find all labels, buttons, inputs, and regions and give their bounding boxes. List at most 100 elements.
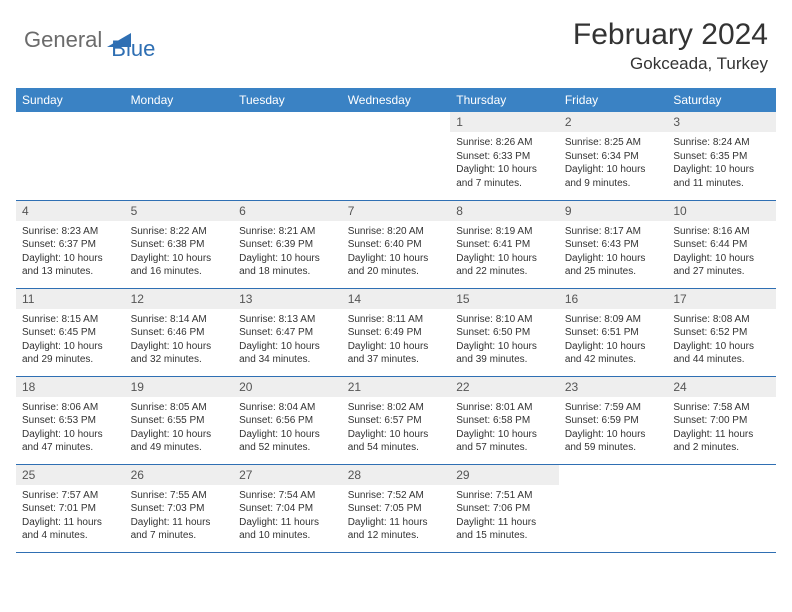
day-ss: Sunset: 7:01 PM: [22, 502, 119, 516]
day-header: Wednesday: [342, 88, 451, 112]
day-cell: [233, 112, 342, 200]
day-ss: Sunset: 6:52 PM: [673, 326, 770, 340]
day-number: 1: [450, 112, 559, 132]
day-ss: Sunset: 7:05 PM: [348, 502, 445, 516]
day-header: Tuesday: [233, 88, 342, 112]
day-header: Friday: [559, 88, 668, 112]
day-sr: Sunrise: 7:51 AM: [456, 489, 553, 503]
day-body: Sunrise: 8:08 AMSunset: 6:52 PMDaylight:…: [667, 309, 776, 373]
day-dl: Daylight: 10 hours and 34 minutes.: [239, 340, 336, 367]
day-number: 26: [125, 465, 234, 485]
day-dl: Daylight: 10 hours and 37 minutes.: [348, 340, 445, 367]
day-ss: Sunset: 6:44 PM: [673, 238, 770, 252]
day-number: 2: [559, 112, 668, 132]
day-body: Sunrise: 8:19 AMSunset: 6:41 PMDaylight:…: [450, 221, 559, 285]
day-dl: Daylight: 11 hours and 15 minutes.: [456, 516, 553, 543]
day-body: Sunrise: 8:01 AMSunset: 6:58 PMDaylight:…: [450, 397, 559, 461]
day-body: Sunrise: 8:26 AMSunset: 6:33 PMDaylight:…: [450, 132, 559, 196]
day-sr: Sunrise: 8:21 AM: [239, 225, 336, 239]
day-sr: Sunrise: 8:09 AM: [565, 313, 662, 327]
day-sr: Sunrise: 8:20 AM: [348, 225, 445, 239]
day-dl: Daylight: 10 hours and 59 minutes.: [565, 428, 662, 455]
day-number: 27: [233, 465, 342, 485]
day-body: Sunrise: 7:55 AMSunset: 7:03 PMDaylight:…: [125, 485, 234, 549]
day-number: 6: [233, 201, 342, 221]
day-body: Sunrise: 8:09 AMSunset: 6:51 PMDaylight:…: [559, 309, 668, 373]
day-sr: Sunrise: 8:16 AM: [673, 225, 770, 239]
day-cell: 14 Sunrise: 8:11 AMSunset: 6:49 PMDayligh…: [342, 288, 451, 376]
day-ss: Sunset: 6:46 PM: [131, 326, 228, 340]
day-number: 3: [667, 112, 776, 132]
day-dl: Daylight: 10 hours and 22 minutes.: [456, 252, 553, 279]
day-sr: Sunrise: 8:04 AM: [239, 401, 336, 415]
day-cell: [125, 112, 234, 200]
day-number: 22: [450, 377, 559, 397]
day-ss: Sunset: 6:33 PM: [456, 150, 553, 164]
day-sr: Sunrise: 8:15 AM: [22, 313, 119, 327]
day-cell: 3Sunrise: 8:24 AMSunset: 6:35 PMDaylight…: [667, 112, 776, 200]
day-cell: 4Sunrise: 8:23 AMSunset: 6:37 PMDaylight…: [16, 200, 125, 288]
day-sr: Sunrise: 8:26 AM: [456, 136, 553, 150]
day-cell: 28Sunrise: 7:52 AMSunset: 7:05 PMDayligh…: [342, 464, 451, 552]
day-cell: 5Sunrise: 8:22 AMSunset: 6:38 PMDaylight…: [125, 200, 234, 288]
day-number: 17: [667, 289, 776, 309]
day-sr: Sunrise: 8:19 AM: [456, 225, 553, 239]
location-label: Gokceada, Turkey: [573, 54, 768, 74]
header: General Blue February 2024 Gokceada, Tur…: [0, 0, 792, 82]
day-number: 18: [16, 377, 125, 397]
logo-text-blue: Blue: [111, 36, 155, 62]
day-number: 4: [16, 201, 125, 221]
day-body: Sunrise: 8:02 AMSunset: 6:57 PMDaylight:…: [342, 397, 451, 461]
day-cell: 29Sunrise: 7:51 AMSunset: 7:06 PMDayligh…: [450, 464, 559, 552]
day-ss: Sunset: 6:43 PM: [565, 238, 662, 252]
day-dl: Daylight: 10 hours and 7 minutes.: [456, 163, 553, 190]
day-cell: 11Sunrise: 8:15 AMSunset: 6:45 PMDayligh…: [16, 288, 125, 376]
day-number: 13: [233, 289, 342, 309]
day-number: 25: [16, 465, 125, 485]
day-ss: Sunset: 6:49 PM: [348, 326, 445, 340]
day-dl: Daylight: 11 hours and 2 minutes.: [673, 428, 770, 455]
day-dl: Daylight: 10 hours and 42 minutes.: [565, 340, 662, 367]
day-ss: Sunset: 6:38 PM: [131, 238, 228, 252]
day-ss: Sunset: 6:55 PM: [131, 414, 228, 428]
day-cell: 10 Sunrise: 8:16 AMSunset: 6:44 PMDayligh…: [667, 200, 776, 288]
day-number: 10: [667, 201, 776, 221]
day-cell: 22Sunrise: 8:01 AMSunset: 6:58 PMDayligh…: [450, 376, 559, 464]
week-row: 4Sunrise: 8:23 AMSunset: 6:37 PMDaylight…: [16, 200, 776, 288]
day-sr: Sunrise: 7:55 AM: [131, 489, 228, 503]
day-sr: Sunrise: 7:57 AM: [22, 489, 119, 503]
day-body: Sunrise: 8:14 AMSunset: 6:46 PMDaylight:…: [125, 309, 234, 373]
day-header: Thursday: [450, 88, 559, 112]
day-cell: 8Sunrise: 8:19 AMSunset: 6:41 PMDaylight…: [450, 200, 559, 288]
day-cell: 16Sunrise: 8:09 AMSunset: 6:51 PMDayligh…: [559, 288, 668, 376]
day-sr: Sunrise: 8:11 AM: [348, 313, 445, 327]
day-body: Sunrise: 8:04 AMSunset: 6:56 PMDaylight:…: [233, 397, 342, 461]
day-cell: 24Sunrise: 7:58 AMSunset: 7:00 PMDayligh…: [667, 376, 776, 464]
day-cell: 17Sunrise: 8:08 AMSunset: 6:52 PMDayligh…: [667, 288, 776, 376]
day-dl: Daylight: 10 hours and 25 minutes.: [565, 252, 662, 279]
day-sr: Sunrise: 7:59 AM: [565, 401, 662, 415]
day-header-row: Sunday Monday Tuesday Wednesday Thursday…: [16, 88, 776, 112]
day-dl: Daylight: 10 hours and 47 minutes.: [22, 428, 119, 455]
day-number: 28: [342, 465, 451, 485]
day-dl: Daylight: 10 hours and 27 minutes.: [673, 252, 770, 279]
day-ss: Sunset: 6:41 PM: [456, 238, 553, 252]
day-number: 11: [16, 289, 125, 309]
day-number: 14: [342, 289, 451, 309]
day-dl: Daylight: 10 hours and 11 minutes.: [673, 163, 770, 190]
day-sr: Sunrise: 8:22 AM: [131, 225, 228, 239]
day-number: 29: [450, 465, 559, 485]
day-cell: 1Sunrise: 8:26 AMSunset: 6:33 PMDaylight…: [450, 112, 559, 200]
day-sr: Sunrise: 7:54 AM: [239, 489, 336, 503]
day-body: Sunrise: 7:51 AMSunset: 7:06 PMDaylight:…: [450, 485, 559, 549]
day-number: 23: [559, 377, 668, 397]
day-number: 5: [125, 201, 234, 221]
day-ss: Sunset: 6:47 PM: [239, 326, 336, 340]
day-header: Monday: [125, 88, 234, 112]
day-sr: Sunrise: 7:52 AM: [348, 489, 445, 503]
day-body: Sunrise: 8:20 AMSunset: 6:40 PMDaylight:…: [342, 221, 451, 285]
day-body: Sunrise: 7:54 AMSunset: 7:04 PMDaylight:…: [233, 485, 342, 549]
week-row: 25 Sunrise: 7:57 AMSunset: 7:01 PM Dayligh…: [16, 464, 776, 552]
day-body: Sunrise: 8:13 AMSunset: 6:47 PMDaylight:…: [233, 309, 342, 373]
week-row: 1Sunrise: 8:26 AMSunset: 6:33 PMDaylight…: [16, 112, 776, 200]
